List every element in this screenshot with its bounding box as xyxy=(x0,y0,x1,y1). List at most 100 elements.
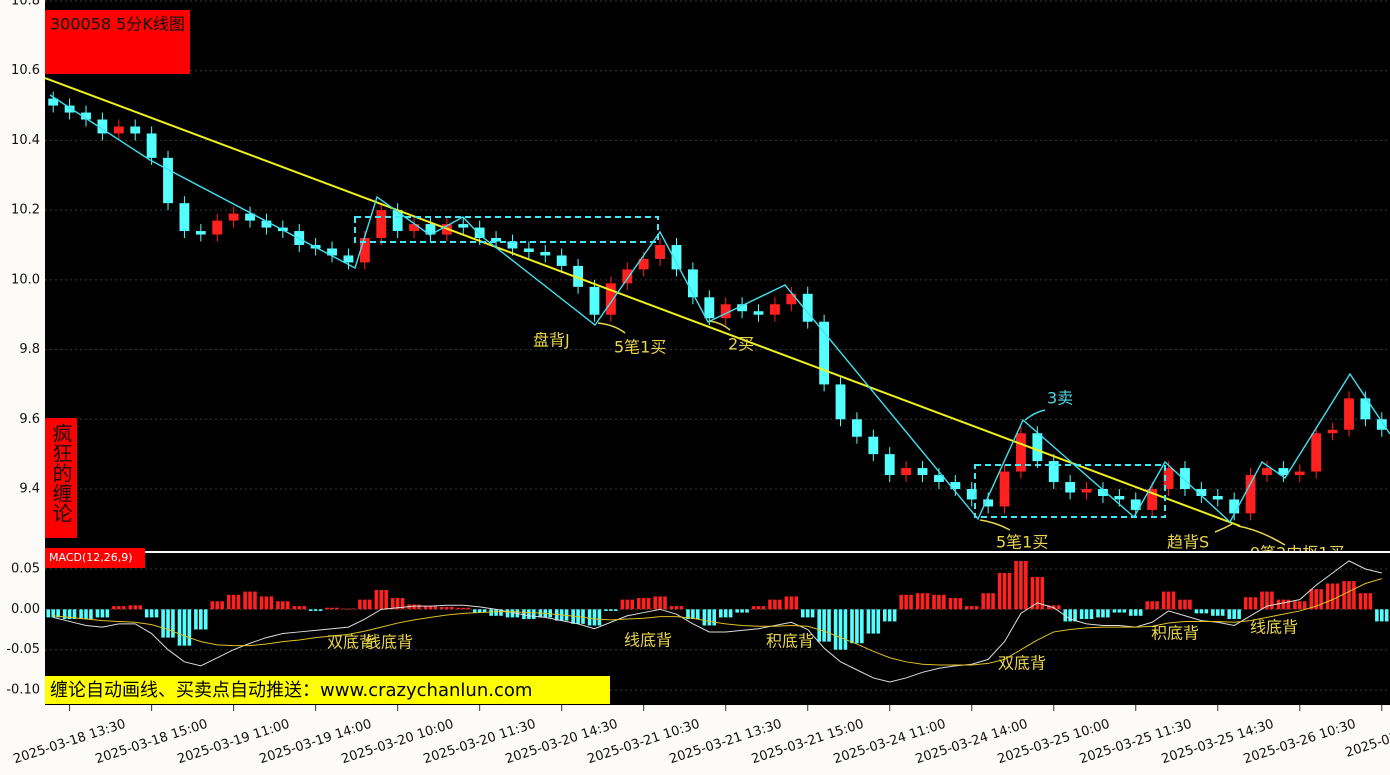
macd-bar xyxy=(794,596,799,610)
banner: 缠论自动画线、买卖点自动推送：www.crazychanlun.com xyxy=(50,680,532,701)
macd-bar xyxy=(1030,577,1035,610)
candle-body xyxy=(983,499,994,507)
y-tick-label: 10.4 xyxy=(11,133,40,148)
macd-bar xyxy=(1330,583,1335,610)
macd-bar xyxy=(646,598,651,610)
macd-bar xyxy=(1035,577,1040,610)
macd-bar xyxy=(735,609,739,613)
macd-bar xyxy=(226,594,231,610)
macd-bar xyxy=(330,607,334,610)
macd-bar xyxy=(161,609,165,638)
macd-bar xyxy=(477,609,482,613)
candle-body xyxy=(819,321,830,385)
macd-bar xyxy=(1161,591,1166,610)
macd-bar xyxy=(494,609,498,616)
macd-bar xyxy=(1079,609,1084,620)
macd-bar xyxy=(581,609,585,624)
macd-bar xyxy=(1133,609,1138,616)
macd-bar xyxy=(367,599,372,610)
arrow xyxy=(709,320,731,331)
macd-bar xyxy=(1342,581,1346,610)
macd-bar xyxy=(335,607,339,610)
macd-bar xyxy=(351,608,356,610)
macd-bar xyxy=(1188,599,1192,610)
macd-bar xyxy=(718,609,723,618)
macd-bar xyxy=(171,609,175,638)
macd-bar xyxy=(1002,573,1007,610)
candle-body xyxy=(556,255,567,266)
candle-body xyxy=(64,105,75,113)
macd-bar xyxy=(445,606,449,610)
macd-bar xyxy=(1106,609,1110,618)
arrow xyxy=(597,322,626,334)
macd-bar xyxy=(1375,609,1379,622)
macd-bar xyxy=(281,601,285,610)
macd-bar xyxy=(308,609,313,611)
main-panel xyxy=(45,0,1390,551)
macd-bar xyxy=(965,606,969,610)
macd-bar xyxy=(909,594,913,610)
macd-bar xyxy=(745,609,749,613)
annotation: 2买 xyxy=(728,335,754,354)
macd-bar xyxy=(1112,609,1117,613)
watermark: 疯狂的缠论 xyxy=(49,423,73,523)
macd-bar xyxy=(1068,609,1072,622)
macd-bar xyxy=(1302,601,1307,610)
candle-body xyxy=(97,119,108,134)
macd-bar xyxy=(100,609,105,618)
y-tick-label: 0.00 xyxy=(11,602,40,617)
y-tick-label: 10.2 xyxy=(11,203,40,218)
macd-bar xyxy=(696,609,700,620)
macd-bar xyxy=(1084,609,1089,620)
macd-bar xyxy=(925,593,930,610)
macd-bar xyxy=(1270,591,1274,610)
candle-body xyxy=(638,258,649,270)
macd-bar xyxy=(1281,599,1286,610)
macd-bar xyxy=(138,605,142,610)
candle-body xyxy=(605,283,616,315)
macd-bar xyxy=(1309,589,1314,610)
macd-bar xyxy=(691,609,695,620)
candle-body xyxy=(1376,419,1387,430)
macd-bar xyxy=(773,599,777,610)
macd-bar xyxy=(838,609,843,650)
macd-bar xyxy=(346,608,351,610)
candle-body xyxy=(1098,489,1108,496)
candle-body xyxy=(523,248,534,252)
macd-bar xyxy=(527,609,531,620)
macd-bar xyxy=(194,609,198,630)
macd-bar xyxy=(620,599,625,610)
macd-bar xyxy=(1056,605,1061,610)
candle-body xyxy=(1229,499,1240,514)
macd-bar xyxy=(243,591,247,610)
macd-bar xyxy=(587,609,592,626)
macd-bar xyxy=(669,606,674,610)
candle-body xyxy=(835,384,846,420)
y-tick-label: 0.05 xyxy=(11,561,40,576)
candle-body xyxy=(179,203,190,232)
candle-body xyxy=(1032,433,1043,462)
candle-body xyxy=(950,482,961,489)
macd-bar xyxy=(72,609,77,620)
candle-body xyxy=(573,265,583,287)
candle-body xyxy=(687,269,698,298)
candle-body xyxy=(81,112,91,120)
macd-bar xyxy=(210,601,215,610)
macd-bar xyxy=(1204,609,1209,614)
macd-bar xyxy=(133,605,138,610)
candle-body xyxy=(1245,475,1256,514)
macd-bar xyxy=(789,596,794,610)
macd-bar xyxy=(325,607,329,610)
macd-bar xyxy=(920,593,925,610)
candle-body xyxy=(1360,398,1371,420)
macd-bar xyxy=(1265,591,1269,610)
macd-bar xyxy=(1215,609,1220,616)
candle-body xyxy=(1311,433,1322,472)
candle-body xyxy=(376,210,387,239)
chan-overlay: 盘背J 5笔1买 2买 3卖 5笔1买 趋背S 9笔2中枢1买 xyxy=(45,77,1390,551)
macd-bar xyxy=(1220,609,1225,616)
macd-bar xyxy=(1019,560,1023,610)
macd-bar xyxy=(1325,583,1330,610)
macd-bar xyxy=(121,606,126,610)
macd-bar xyxy=(1183,599,1187,610)
